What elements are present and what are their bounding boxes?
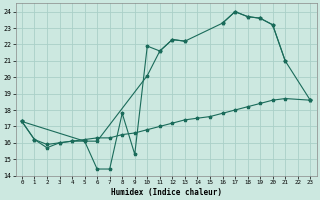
X-axis label: Humidex (Indice chaleur): Humidex (Indice chaleur) (111, 188, 221, 197)
